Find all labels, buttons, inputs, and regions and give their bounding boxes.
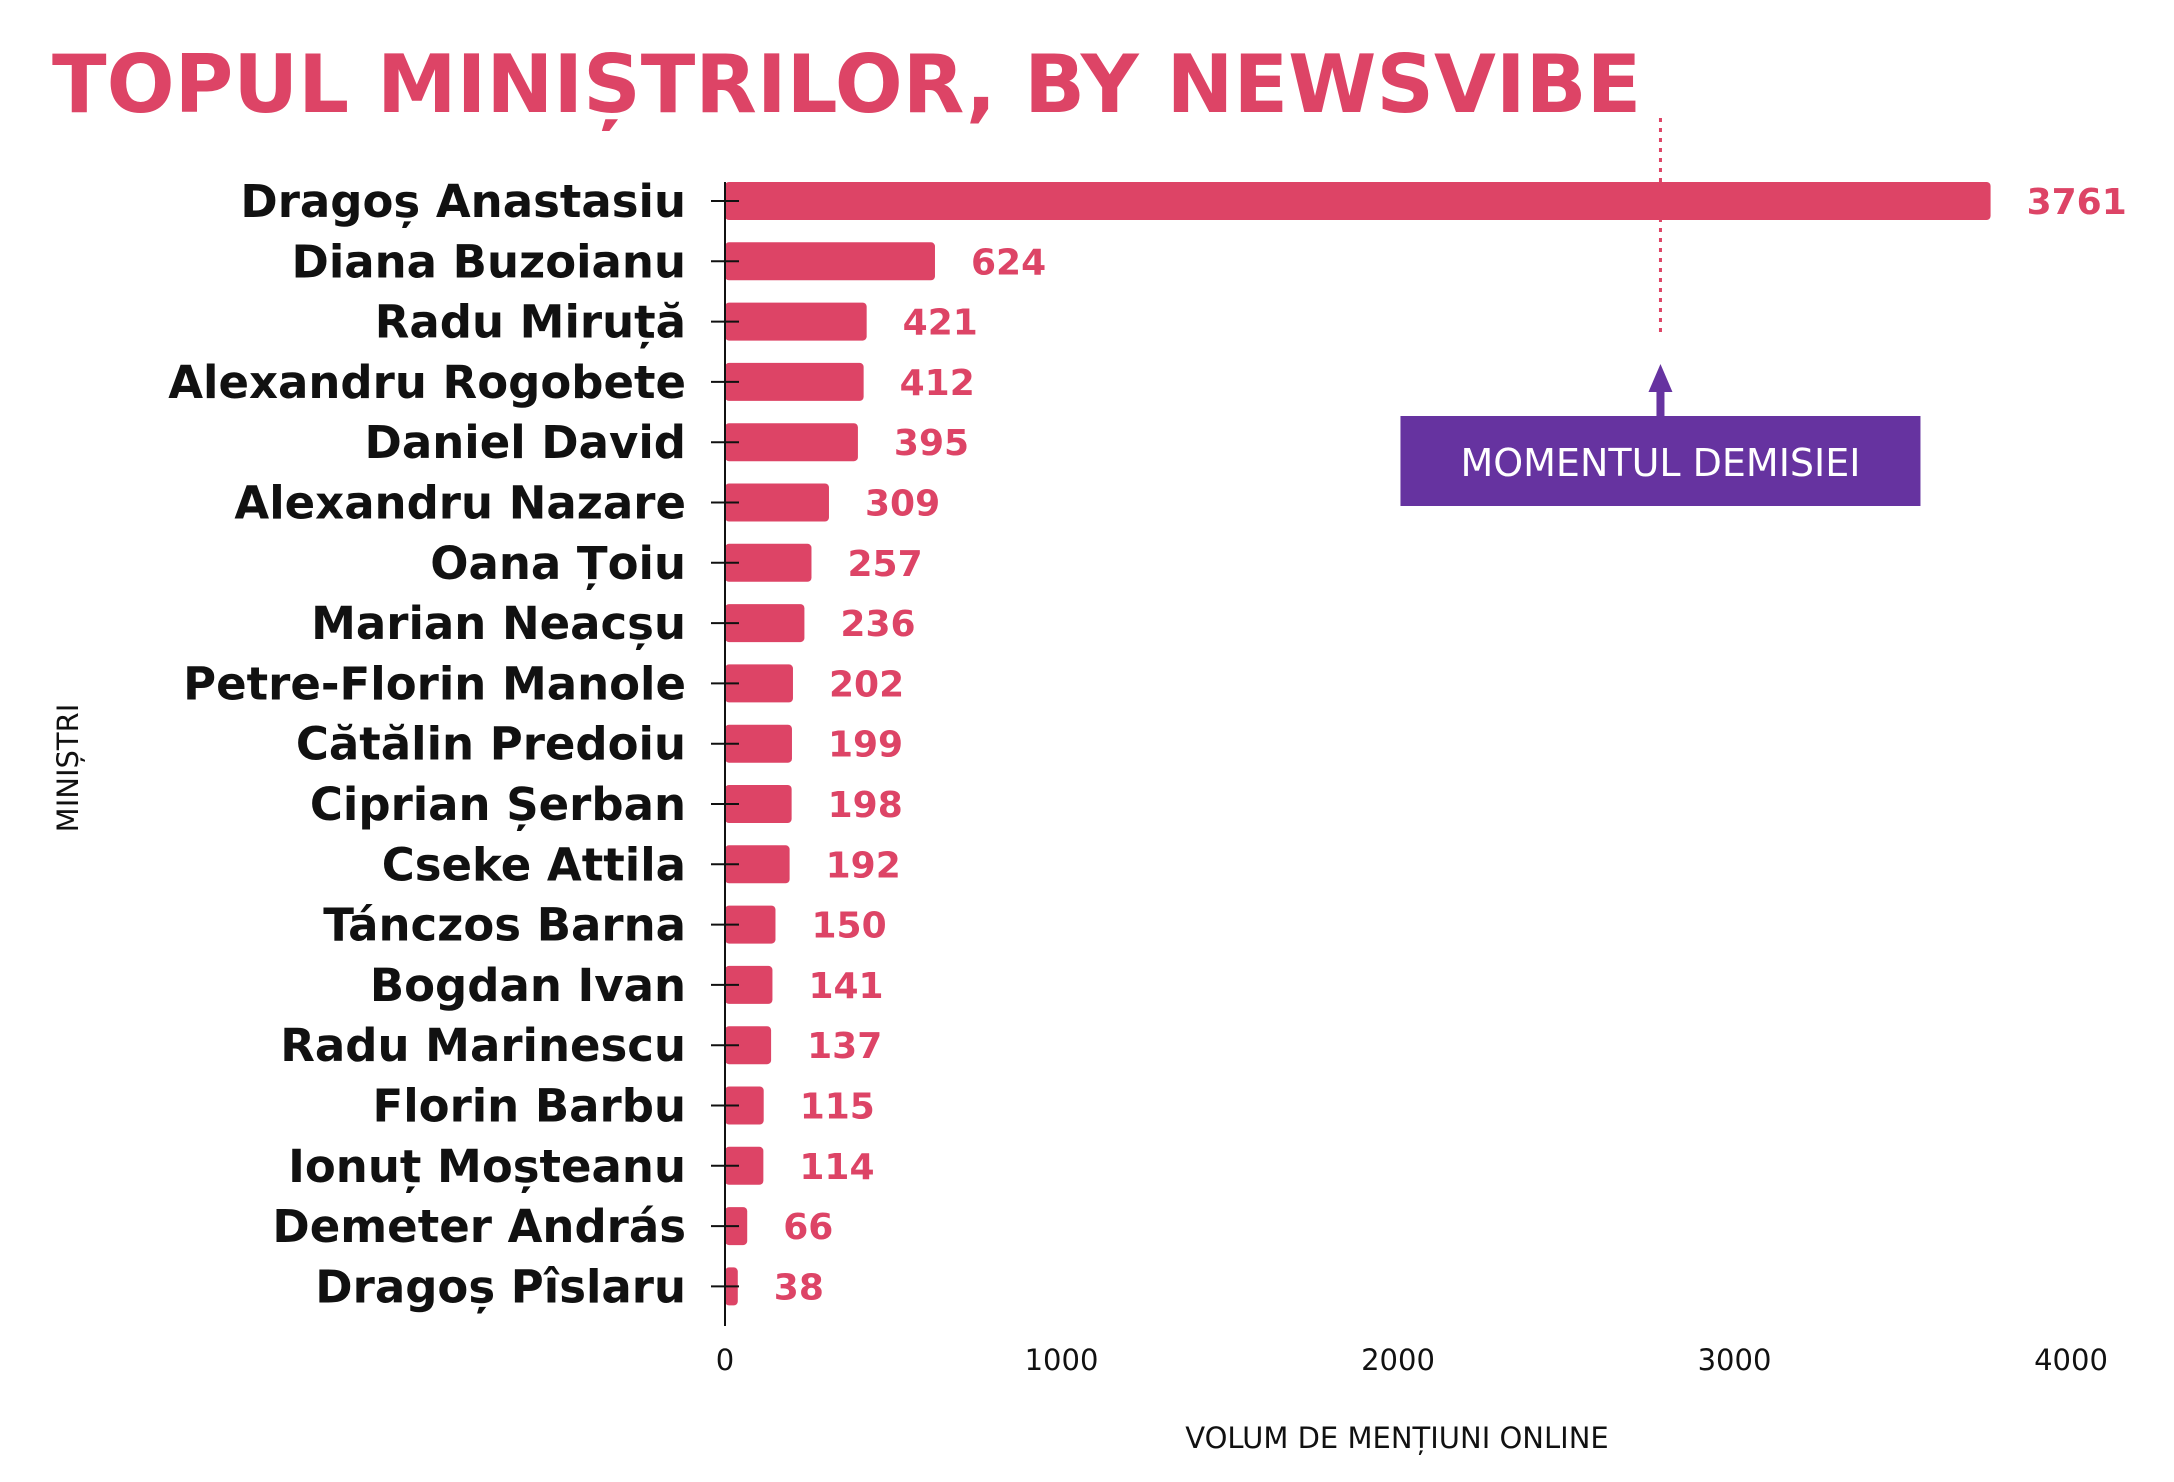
x-tick-label: 0 xyxy=(716,1343,734,1377)
category-label: Alexandru Nazare xyxy=(234,477,686,530)
value-label: 114 xyxy=(799,1147,874,1188)
value-label: 199 xyxy=(828,725,903,766)
x-tick-label: 2000 xyxy=(1361,1343,1435,1377)
value-label: 395 xyxy=(894,423,969,464)
x-tick-label: 3000 xyxy=(1698,1343,1772,1377)
value-label: 257 xyxy=(847,544,922,585)
value-label: 150 xyxy=(811,906,886,947)
y-ticks xyxy=(711,200,739,1288)
bars-layer xyxy=(725,182,1991,1306)
bar xyxy=(725,1026,772,1065)
bar xyxy=(725,965,773,1004)
category-label: Daniel David xyxy=(365,416,686,469)
bar xyxy=(725,785,792,823)
category-label: Alexandru Rogobete xyxy=(168,356,686,409)
value-label: 137 xyxy=(807,1026,882,1067)
bar xyxy=(725,1086,764,1125)
value-label: 202 xyxy=(829,664,904,705)
bar xyxy=(725,483,829,522)
annotation-arrow-icon xyxy=(1648,364,1673,416)
category-label: Petre-Florin Manole xyxy=(183,657,686,710)
category-label: Ciprian Șerban xyxy=(310,778,686,831)
chart-title: TOPUL MINIȘTRILOR, BY NEWSVIBE xyxy=(52,38,1641,131)
category-label: Radu Miruță xyxy=(375,296,686,349)
value-label: 624 xyxy=(971,242,1046,283)
y-axis-label: MINIȘTRI xyxy=(51,704,85,833)
category-labels: Dragoș Anastasiu Diana Buzoianu Radu Miruț… xyxy=(168,175,686,1313)
category-label: Demeter András xyxy=(272,1200,686,1253)
bar xyxy=(725,845,790,884)
category-label: Ionuț Moșteanu xyxy=(288,1140,686,1193)
bar xyxy=(725,604,805,643)
category-label: Dragoș Pîslaru xyxy=(315,1260,686,1313)
category-label: Florin Barbu xyxy=(372,1080,686,1133)
bar xyxy=(725,724,792,763)
value-label: 66 xyxy=(783,1207,833,1248)
bar xyxy=(725,242,935,281)
category-label: Tánczos Barna xyxy=(323,899,686,952)
value-labels: 3761 624 421 412 395 309 257 236 202 199 198 192 150… xyxy=(774,182,2127,1308)
value-label: 236 xyxy=(840,604,915,645)
category-label: Radu Marinescu xyxy=(280,1019,686,1072)
bar xyxy=(725,543,812,582)
category-label: Cseke Attila xyxy=(382,838,686,891)
category-label: Diana Buzoianu xyxy=(291,235,686,288)
x-axis-label: VOLUM DE MENȚIUNI ONLINE xyxy=(1185,1421,1608,1455)
bar xyxy=(725,1146,764,1185)
x-tick-label: 4000 xyxy=(2034,1343,2108,1377)
value-label: 421 xyxy=(903,303,978,344)
category-label: Bogdan Ivan xyxy=(370,959,686,1012)
value-label: 198 xyxy=(828,785,903,826)
bar xyxy=(725,423,858,462)
category-label: Cătălin Predoiu xyxy=(296,718,686,771)
category-label: Oana Țoiu xyxy=(430,537,686,590)
x-tick-labels: 0 1000 2000 3000 4000 xyxy=(716,1343,2108,1377)
value-label: 38 xyxy=(774,1267,824,1308)
category-label: Dragoș Anastasiu xyxy=(240,175,686,228)
bar xyxy=(725,905,776,944)
value-label: 3761 xyxy=(2027,182,2127,223)
value-label: 412 xyxy=(900,363,975,404)
bar xyxy=(725,664,793,703)
bar xyxy=(725,362,864,401)
value-label: 192 xyxy=(826,845,901,886)
annotation-label: MOMENTUL DEMISIEI xyxy=(1460,441,1860,485)
value-label: 141 xyxy=(808,966,883,1007)
bar xyxy=(725,302,867,341)
bar xyxy=(725,182,1991,220)
value-label: 115 xyxy=(800,1087,875,1128)
category-label: Marian Neacșu xyxy=(311,597,686,650)
x-tick-label: 1000 xyxy=(1025,1343,1099,1377)
annotation-box xyxy=(1400,416,1921,506)
value-label: 309 xyxy=(865,484,940,525)
